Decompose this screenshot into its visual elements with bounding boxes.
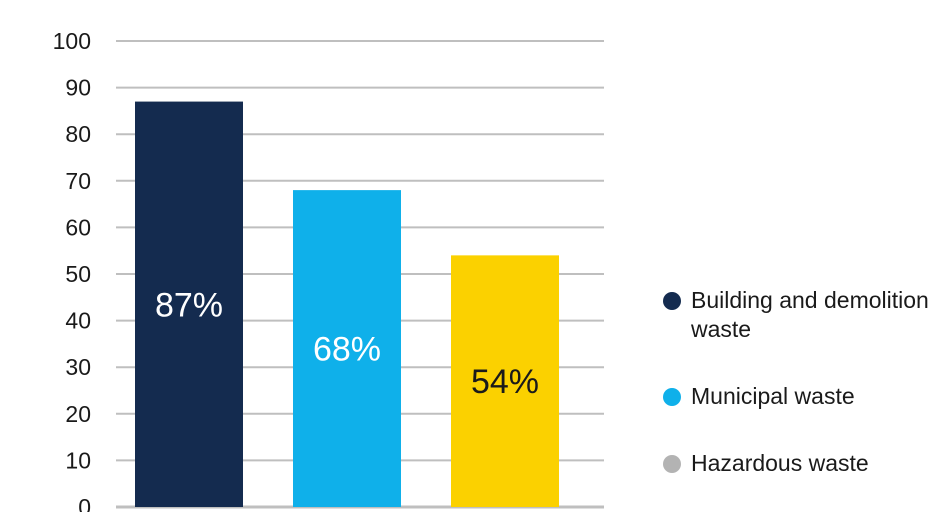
y-tick-label: 20 <box>65 401 91 427</box>
legend-dot-municipal <box>663 388 681 406</box>
y-tick-label: 80 <box>65 121 91 147</box>
y-tick-label: 90 <box>65 75 91 101</box>
y-tick-label: 40 <box>65 308 91 334</box>
legend-label-building-demolition: Building and demolition waste <box>691 287 929 342</box>
legend-label-municipal: Municipal waste <box>691 383 855 409</box>
bar-3 <box>451 255 559 507</box>
y-tick-label: 100 <box>53 28 91 54</box>
bar-1 <box>135 101 243 507</box>
y-tick-label: 60 <box>65 214 91 240</box>
y-axis-tick-labels: 0 10 20 30 40 50 60 70 80 90 100 <box>53 28 91 512</box>
y-tick-label: 30 <box>65 354 91 380</box>
legend-item-building-demolition: Building and demolition waste <box>663 286 929 344</box>
legend-item-hazardous: Hazardous waste <box>663 449 929 478</box>
y-tick-label: 70 <box>65 168 91 194</box>
legend-label-hazardous: Hazardous waste <box>691 450 869 476</box>
bar-data-labels: 87% 68% 54% <box>155 286 539 401</box>
bar-data-label: 87% <box>155 286 223 324</box>
bar-data-label: 54% <box>471 363 539 401</box>
y-tick-label: 50 <box>65 261 91 287</box>
bars <box>135 101 559 507</box>
bar-data-label: 68% <box>313 331 381 369</box>
legend-dot-hazardous <box>663 455 681 473</box>
legend: Building and demolition waste Municipal … <box>663 286 929 478</box>
bar-2 <box>293 190 401 507</box>
legend-dot-building-demolition <box>663 292 681 310</box>
y-tick-label: 0 <box>78 494 91 512</box>
legend-item-municipal: Municipal waste <box>663 382 929 411</box>
y-tick-label: 10 <box>65 447 91 473</box>
bar-chart: 0 10 20 30 40 50 60 70 80 90 100 87% 68% 54% <box>53 28 604 512</box>
